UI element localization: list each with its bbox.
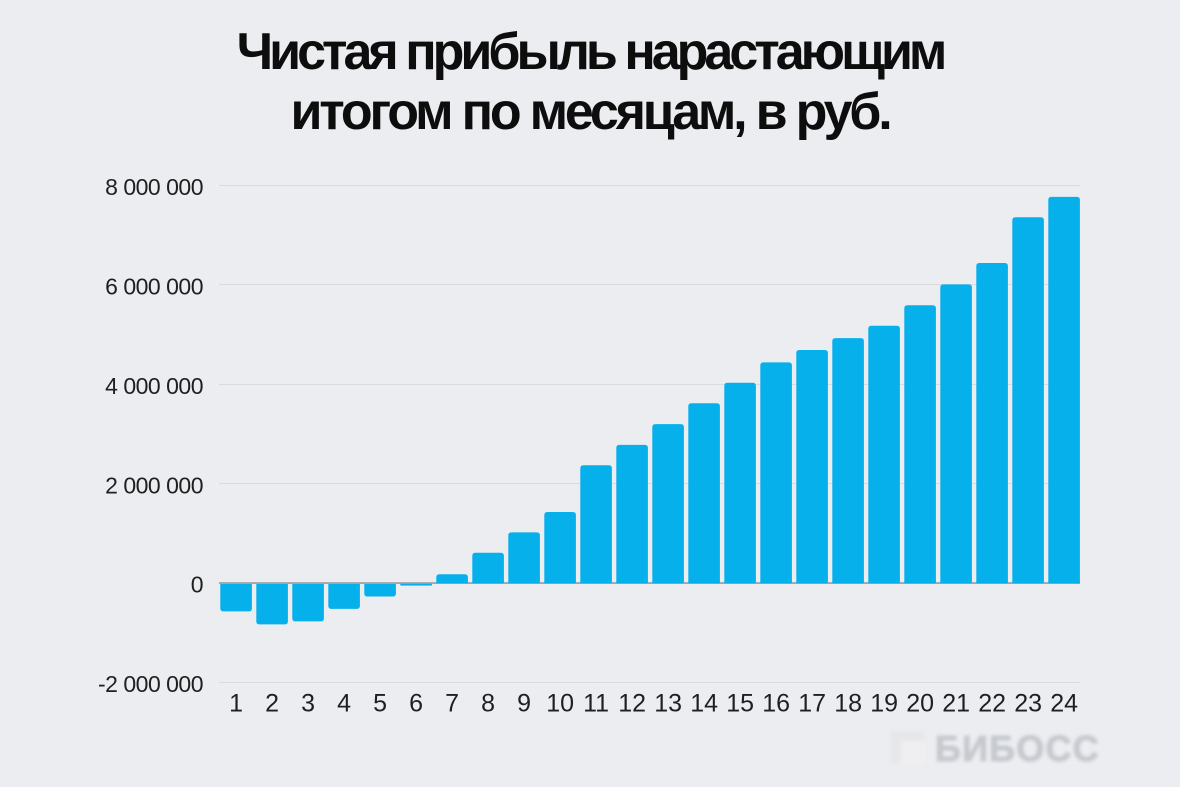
svg-text:10: 10 xyxy=(546,690,574,718)
svg-text:6 000 000: 6 000 000 xyxy=(105,274,203,300)
svg-text:18: 18 xyxy=(834,690,862,718)
svg-text:22: 22 xyxy=(978,690,1006,718)
svg-text:9: 9 xyxy=(517,690,531,718)
svg-text:0: 0 xyxy=(191,572,203,598)
svg-text:20: 20 xyxy=(906,690,934,718)
svg-text:17: 17 xyxy=(798,690,826,718)
svg-text:3: 3 xyxy=(301,690,315,718)
svg-text:15: 15 xyxy=(726,690,754,718)
svg-text:24: 24 xyxy=(1050,690,1078,718)
svg-text:8: 8 xyxy=(481,690,495,718)
svg-text:5: 5 xyxy=(373,690,387,718)
svg-text:19: 19 xyxy=(870,690,898,718)
svg-text:11: 11 xyxy=(583,690,609,718)
svg-text:1: 1 xyxy=(229,690,243,718)
svg-text:-2 000 000: -2 000 000 xyxy=(98,671,203,697)
svg-text:23: 23 xyxy=(1014,690,1042,718)
svg-text:12: 12 xyxy=(618,690,646,718)
svg-text:21: 21 xyxy=(942,690,970,718)
svg-text:4 000 000: 4 000 000 xyxy=(105,373,203,399)
svg-text:13: 13 xyxy=(654,690,682,718)
svg-text:7: 7 xyxy=(445,690,459,718)
svg-text:14: 14 xyxy=(690,690,718,718)
svg-text:4: 4 xyxy=(337,690,351,718)
svg-text:6: 6 xyxy=(409,690,423,718)
svg-text:8 000 000: 8 000 000 xyxy=(105,174,203,200)
svg-text:2 000 000: 2 000 000 xyxy=(105,472,203,498)
svg-text:16: 16 xyxy=(762,690,790,718)
svg-text:2: 2 xyxy=(265,690,279,718)
